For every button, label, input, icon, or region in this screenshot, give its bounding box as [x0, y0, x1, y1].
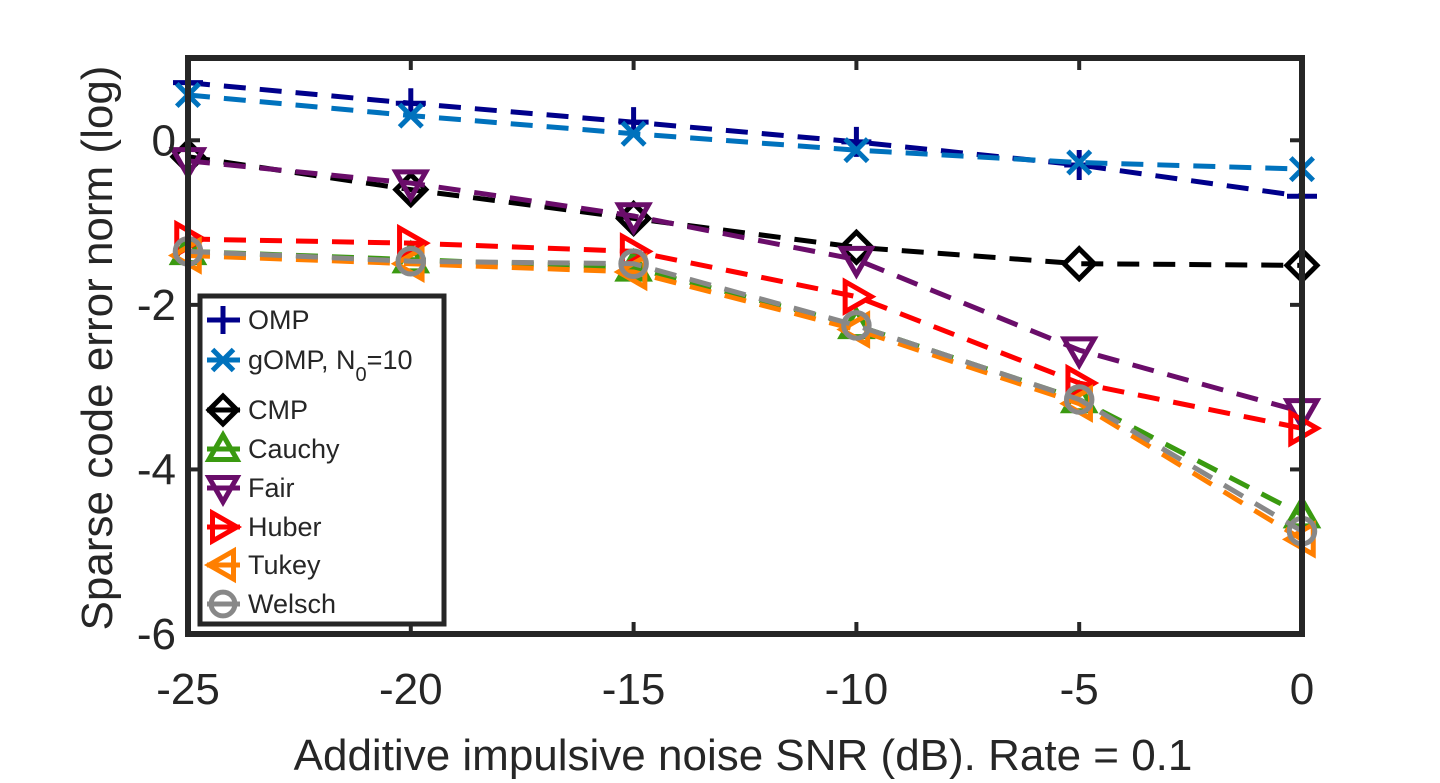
legend-item: Fair: [204, 473, 295, 508]
legend-label-main: CMP: [248, 395, 308, 425]
legend: OMP gOMP, N0=10 CMP Cauchy Fair Huber Tukey Wel…: [197, 293, 447, 627]
legend-label: Welsch: [248, 589, 336, 619]
legend-item: Huber: [207, 508, 322, 546]
x-axis-label: Additive impulsive noise SNR (dB). Rate …: [294, 731, 1193, 780]
triangle-down-marker: [391, 169, 431, 204]
x-marker: [843, 137, 870, 164]
x-marker: [1066, 149, 1093, 176]
diamond-marker: [837, 228, 875, 266]
triangle-right-marker: [842, 277, 877, 316]
series-line: [187, 92, 1303, 172]
legend-item: OMP: [207, 305, 310, 335]
diamond-marker: [1060, 245, 1098, 283]
circle-marker: [618, 248, 649, 279]
legend-item: Welsch: [207, 589, 336, 619]
triangle-right-marker: [210, 508, 243, 546]
legend-label-main: gOMP, N: [248, 345, 356, 375]
legend-label-suffix: =10: [367, 345, 413, 375]
x-marker: [210, 347, 236, 373]
y-axis-label: Sparse code error norm (log): [73, 66, 122, 631]
x-tick-label: -5: [1060, 665, 1099, 714]
circle-marker: [395, 245, 427, 277]
x-tick-label: -15: [602, 665, 666, 714]
legend-label-subscript: 0: [356, 364, 367, 386]
legend-box: [197, 293, 447, 627]
x-tick-label: -10: [825, 665, 889, 714]
legend-label-main: Huber: [248, 512, 322, 542]
ticks-layer: -25 -20 -15 -10 -5 0-6-4-20: [137, 58, 1314, 714]
triangle-down-marker: [614, 202, 653, 237]
triangle-down-marker: [1059, 336, 1099, 371]
legend-label: Cauchy: [248, 434, 340, 464]
legend-label: Tukey: [248, 550, 321, 580]
legend-label-main: Welsch: [248, 589, 336, 619]
legend-label: CMP: [248, 395, 308, 425]
legend-item: gOMP, N0=10: [207, 345, 412, 386]
triangle-down-marker: [204, 475, 242, 508]
legend-label-main: Cauchy: [248, 434, 340, 464]
series-line: [187, 248, 1304, 534]
y-tick-label: 0: [152, 116, 176, 165]
plot-frame: [185, 55, 1305, 637]
circle-marker: [1063, 384, 1095, 415]
x-tick-label: -20: [379, 665, 443, 714]
diamond-marker: [205, 392, 241, 428]
legend-label-main: Fair: [248, 473, 295, 503]
x-tick-label: -25: [156, 665, 220, 714]
legend-item: Tukey: [203, 546, 321, 584]
triangle-left-marker: [203, 546, 236, 584]
circle-marker: [841, 310, 872, 341]
series-line: [187, 154, 1303, 268]
x-tick-label: 0: [1290, 665, 1314, 714]
legend-item: Cauchy: [204, 429, 340, 464]
plus-marker: [209, 306, 237, 334]
legend-label-main: OMP: [248, 305, 310, 335]
legend-label: Fair: [248, 473, 295, 503]
series-line: [187, 252, 1304, 542]
triangle-right-marker: [1065, 363, 1100, 403]
series-line: [187, 80, 1303, 199]
y-tick-label: -4: [137, 445, 176, 494]
legend-label-main: Tukey: [248, 550, 321, 580]
legend-label: Huber: [248, 512, 322, 542]
legend-label: gOMP, N0=10: [248, 345, 412, 386]
series-line: [187, 158, 1303, 415]
x-marker: [397, 102, 424, 129]
series-line: [187, 236, 1303, 431]
y-tick-label: -6: [137, 610, 176, 659]
x-marker: [620, 120, 647, 147]
triangle-right-marker: [619, 232, 654, 271]
triangle-down-marker: [837, 245, 876, 280]
y-tick-label: -2: [137, 281, 176, 330]
circle-marker: [208, 589, 238, 619]
triangle-up-marker: [204, 429, 242, 462]
legend-label: OMP: [248, 305, 310, 335]
legend-item: CMP: [205, 392, 308, 428]
